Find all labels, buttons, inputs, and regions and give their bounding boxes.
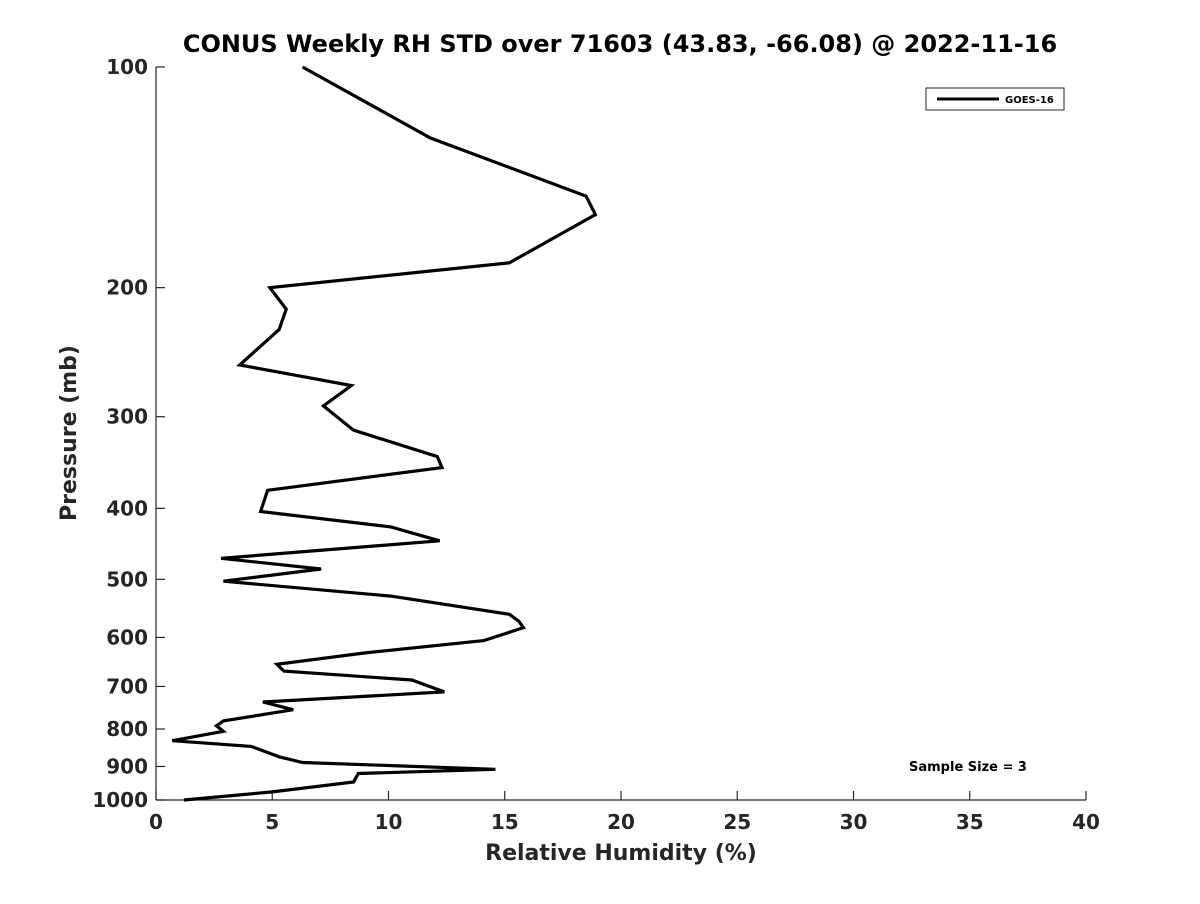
x-tick-label: 20 — [607, 810, 635, 834]
legend: GOES-16 — [925, 87, 1065, 111]
y-tick-label: 300 — [106, 405, 148, 429]
series-group — [172, 65, 598, 802]
x-tick-label: 25 — [723, 810, 751, 834]
legend-label: GOES-16 — [1005, 95, 1054, 106]
x-tick-label: 30 — [840, 810, 868, 834]
y-tick-label: 1000 — [92, 788, 148, 812]
y-tick-label: 400 — [106, 496, 148, 520]
y-tick-label: 200 — [106, 276, 148, 300]
y-axis-label: Pressure (mb) — [57, 345, 82, 521]
y-tick-label: 700 — [106, 674, 148, 698]
x-tick-label: 0 — [149, 810, 163, 834]
y-tick-label: 500 — [106, 567, 148, 591]
x-tick-label: 10 — [375, 810, 403, 834]
chart-title: CONUS Weekly RH STD over 71603 (43.83, -… — [182, 30, 1058, 58]
y-tick-label: 100 — [106, 55, 148, 79]
x-tick-label: 35 — [956, 810, 984, 834]
y-tick-label: 800 — [106, 717, 148, 741]
axes-group: 0 5 10 15 20 25 30 35 40 100 200 300 400 500 600 700 800… — [92, 55, 1100, 834]
sample-size-annotation: Sample Size = 3 — [909, 760, 1027, 775]
y-tick-label: 900 — [106, 754, 148, 778]
series-line-goes-16 — [172, 65, 598, 802]
y-tick-label: 600 — [106, 625, 148, 649]
x-tick-label: 15 — [491, 810, 519, 834]
x-tick-label: 5 — [265, 810, 279, 834]
x-axis-label: Relative Humidity (%) — [485, 841, 757, 866]
x-tick-label: 40 — [1072, 810, 1100, 834]
